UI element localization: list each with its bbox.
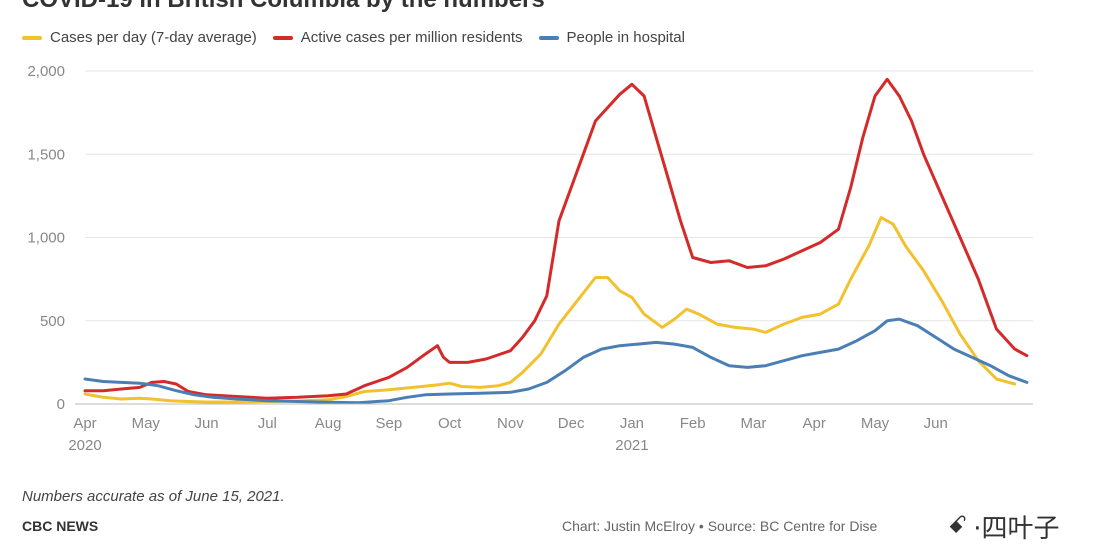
x-tick-label: Nov bbox=[497, 415, 524, 432]
legend-label-hospital: People in hospital bbox=[566, 29, 685, 46]
x-tick-label: Oct bbox=[438, 415, 462, 432]
series-line-cases-per-day bbox=[83, 216, 1017, 404]
y-tick-label: 1,000 bbox=[27, 230, 65, 247]
x-tick-label: Dec bbox=[558, 415, 585, 432]
x-tick-label: May bbox=[861, 415, 890, 432]
x-tick-label: Feb bbox=[680, 415, 706, 432]
legend-label-cases: Cases per day (7-day average) bbox=[50, 29, 257, 46]
x-tick-label: Jul bbox=[258, 415, 277, 432]
legend-swatch-active bbox=[272, 35, 293, 40]
y-tick-label: 1,500 bbox=[27, 146, 65, 163]
series-line-active-cases bbox=[83, 77, 1029, 400]
x-axis-ticks: Apr 2020 May Jun Jul Aug Sep Oct Nov Dec Jan 2021 Fe… bbox=[68, 415, 948, 454]
x-tick-label: Mar bbox=[741, 415, 767, 432]
x-tick-label: Aug bbox=[315, 415, 342, 432]
x-tick-label: Apr bbox=[803, 415, 826, 432]
legend-swatch-hospital bbox=[538, 35, 559, 40]
x-tick-label: Jun bbox=[194, 415, 218, 432]
y-tick-label: 0 bbox=[57, 396, 65, 413]
x-tick-label: Sep bbox=[375, 415, 402, 432]
watermark-text: ·四叶子 bbox=[973, 513, 1060, 544]
y-axis-ticks: 2,000 1,500 1,000 500 0 bbox=[27, 63, 65, 413]
x-tick-label: May bbox=[132, 415, 161, 432]
grid-lines bbox=[85, 70, 1033, 322]
x-tick-year-label: 2020 bbox=[68, 437, 101, 454]
series-line-hospital bbox=[83, 317, 1029, 405]
watermark: ꗃ ·四叶子 bbox=[942, 506, 1100, 546]
x-tick-label: Apr bbox=[73, 415, 96, 432]
legend-item-cases: Cases per day (7-day average) bbox=[22, 29, 257, 46]
brand-label: CBC NEWS bbox=[22, 518, 99, 534]
x-tick-year-label: 2021 bbox=[615, 437, 648, 454]
y-tick-label: 2,000 bbox=[27, 63, 65, 80]
source-credit: Chart: Justin McElroy • Source: BC Centr… bbox=[562, 518, 878, 534]
line-chart: 2,000 1,500 1,000 500 0 Apr 2020 May Jun Jul Aug S… bbox=[27, 63, 1033, 454]
clover-icon: ꗃ bbox=[948, 512, 968, 539]
series-lines bbox=[83, 77, 1029, 405]
chart-legend: Cases per day (7-day average) Active cas… bbox=[22, 29, 685, 46]
legend-item-hospital: People in hospital bbox=[538, 29, 685, 46]
chart-title-fragment: COVID-19 in British Columbia by the numb… bbox=[22, 0, 545, 14]
footnote: Numbers accurate as of June 15, 2021. bbox=[22, 488, 285, 505]
legend-swatch-cases bbox=[22, 35, 42, 40]
x-tick-label: Jan bbox=[620, 415, 644, 432]
legend-item-active: Active cases per million residents bbox=[272, 29, 523, 46]
legend-label-active: Active cases per million residents bbox=[300, 29, 523, 46]
y-tick-label: 500 bbox=[40, 313, 65, 330]
x-tick-label: Jun bbox=[924, 415, 948, 432]
